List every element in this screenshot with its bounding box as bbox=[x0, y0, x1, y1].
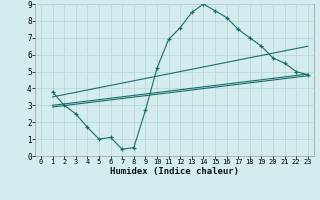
X-axis label: Humidex (Indice chaleur): Humidex (Indice chaleur) bbox=[110, 167, 239, 176]
